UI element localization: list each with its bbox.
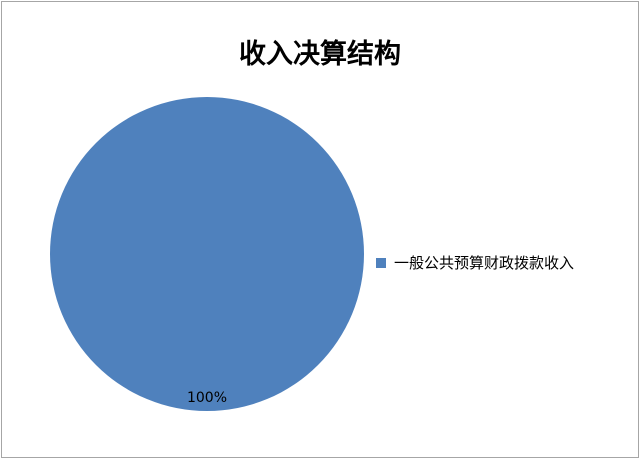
legend-swatch — [376, 257, 386, 268]
chart-title: 收入决算结构 — [239, 39, 401, 70]
data-label: 100% — [187, 390, 227, 406]
legend-label: 一般公共预算财政拨款收入 — [394, 254, 575, 272]
legend: 一般公共预算财政拨款收入 — [376, 252, 574, 273]
pie-slice — [50, 97, 364, 411]
